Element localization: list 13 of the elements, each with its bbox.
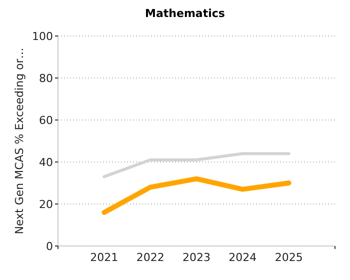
y-tick-label: 80 [39,72,53,85]
y-tick-label: 40 [39,156,53,169]
y-tick-label: 100 [32,30,53,43]
x-tick-label: 2024 [228,251,257,264]
y-axis-title: Next Gen MCAS % Exceeding or… [13,48,26,234]
x-tick-label: 2022 [136,251,164,264]
chart-title: Mathematics [145,7,226,20]
x-tick-label: 2025 [274,251,303,264]
y-tick-label: 0 [46,240,53,253]
x-tick-label: 2023 [182,251,210,264]
x-tick-label: 2021 [90,251,118,264]
y-tick-label: 20 [39,198,53,211]
y-tick-label: 60 [39,114,53,127]
